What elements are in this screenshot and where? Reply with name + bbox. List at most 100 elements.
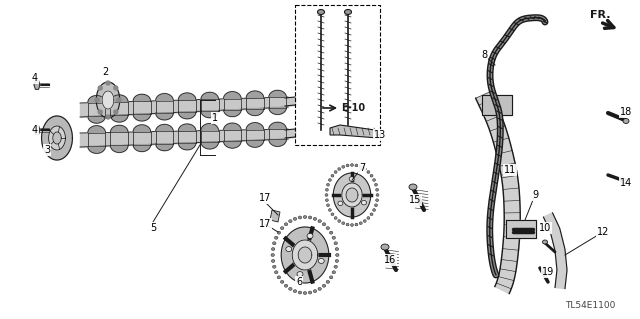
Ellipse shape xyxy=(280,226,284,230)
Polygon shape xyxy=(34,126,40,134)
Ellipse shape xyxy=(284,223,288,226)
Text: 3: 3 xyxy=(44,145,50,155)
Polygon shape xyxy=(88,96,106,102)
Ellipse shape xyxy=(338,167,340,170)
Ellipse shape xyxy=(326,226,330,230)
Ellipse shape xyxy=(326,280,330,283)
Ellipse shape xyxy=(376,194,379,197)
Ellipse shape xyxy=(273,265,276,268)
Ellipse shape xyxy=(332,271,335,274)
Ellipse shape xyxy=(543,240,547,244)
Text: 5: 5 xyxy=(150,223,156,233)
Ellipse shape xyxy=(318,287,321,290)
Polygon shape xyxy=(156,113,173,120)
Ellipse shape xyxy=(106,81,110,85)
Polygon shape xyxy=(223,110,241,117)
Polygon shape xyxy=(111,125,128,132)
Ellipse shape xyxy=(330,231,333,234)
Ellipse shape xyxy=(322,223,326,226)
Ellipse shape xyxy=(328,179,332,182)
Ellipse shape xyxy=(359,166,362,168)
Polygon shape xyxy=(88,146,106,153)
Polygon shape xyxy=(346,188,358,202)
Polygon shape xyxy=(543,213,567,289)
Polygon shape xyxy=(179,143,196,150)
Ellipse shape xyxy=(349,177,354,181)
Ellipse shape xyxy=(117,98,121,102)
Polygon shape xyxy=(246,91,264,98)
Ellipse shape xyxy=(364,219,366,222)
Polygon shape xyxy=(298,247,312,263)
Ellipse shape xyxy=(376,189,379,191)
Ellipse shape xyxy=(326,204,330,207)
Ellipse shape xyxy=(298,216,301,219)
Polygon shape xyxy=(223,123,241,130)
Ellipse shape xyxy=(346,164,349,167)
Polygon shape xyxy=(179,93,196,100)
Polygon shape xyxy=(476,92,520,293)
Ellipse shape xyxy=(298,291,301,294)
Ellipse shape xyxy=(370,174,373,177)
Ellipse shape xyxy=(362,200,367,205)
Polygon shape xyxy=(281,227,329,283)
Polygon shape xyxy=(246,108,264,115)
Ellipse shape xyxy=(326,183,330,186)
Ellipse shape xyxy=(297,271,303,277)
Ellipse shape xyxy=(308,216,312,219)
Text: 17: 17 xyxy=(259,219,271,229)
Polygon shape xyxy=(179,124,196,131)
Ellipse shape xyxy=(325,199,328,202)
Ellipse shape xyxy=(289,220,292,223)
Polygon shape xyxy=(49,126,65,150)
Ellipse shape xyxy=(277,231,280,234)
Text: 12: 12 xyxy=(597,227,609,237)
Polygon shape xyxy=(201,111,218,118)
Ellipse shape xyxy=(334,171,337,174)
Ellipse shape xyxy=(409,184,417,190)
Ellipse shape xyxy=(313,290,317,293)
Ellipse shape xyxy=(271,259,275,263)
Ellipse shape xyxy=(277,276,280,279)
Ellipse shape xyxy=(293,217,297,220)
Polygon shape xyxy=(330,125,378,138)
Ellipse shape xyxy=(374,204,378,207)
Polygon shape xyxy=(246,140,264,147)
Ellipse shape xyxy=(289,287,292,290)
Text: 4: 4 xyxy=(32,73,38,83)
Polygon shape xyxy=(201,92,218,99)
Polygon shape xyxy=(223,92,241,99)
Polygon shape xyxy=(88,126,106,133)
Text: 18: 18 xyxy=(620,107,632,117)
Polygon shape xyxy=(246,123,264,130)
Polygon shape xyxy=(133,94,150,101)
Ellipse shape xyxy=(355,164,358,167)
Ellipse shape xyxy=(271,254,275,256)
Text: 13: 13 xyxy=(374,130,386,140)
Polygon shape xyxy=(133,125,150,132)
Ellipse shape xyxy=(335,254,339,256)
Ellipse shape xyxy=(114,86,118,90)
Ellipse shape xyxy=(303,292,307,294)
Text: 8: 8 xyxy=(481,50,487,60)
Ellipse shape xyxy=(367,217,370,219)
Ellipse shape xyxy=(355,223,358,226)
Ellipse shape xyxy=(98,110,102,114)
Ellipse shape xyxy=(338,219,340,222)
Text: 19: 19 xyxy=(542,267,554,277)
Ellipse shape xyxy=(338,201,343,205)
Ellipse shape xyxy=(98,86,102,90)
Text: 9: 9 xyxy=(532,190,538,200)
Ellipse shape xyxy=(275,236,278,239)
Ellipse shape xyxy=(342,222,345,225)
Ellipse shape xyxy=(335,248,339,250)
Text: 16: 16 xyxy=(384,255,396,265)
Ellipse shape xyxy=(331,174,334,177)
Ellipse shape xyxy=(364,167,366,170)
Ellipse shape xyxy=(334,217,337,219)
Ellipse shape xyxy=(95,98,99,102)
Polygon shape xyxy=(133,114,150,121)
Ellipse shape xyxy=(372,179,376,182)
Ellipse shape xyxy=(376,199,379,202)
Ellipse shape xyxy=(370,213,373,216)
Polygon shape xyxy=(111,145,128,152)
